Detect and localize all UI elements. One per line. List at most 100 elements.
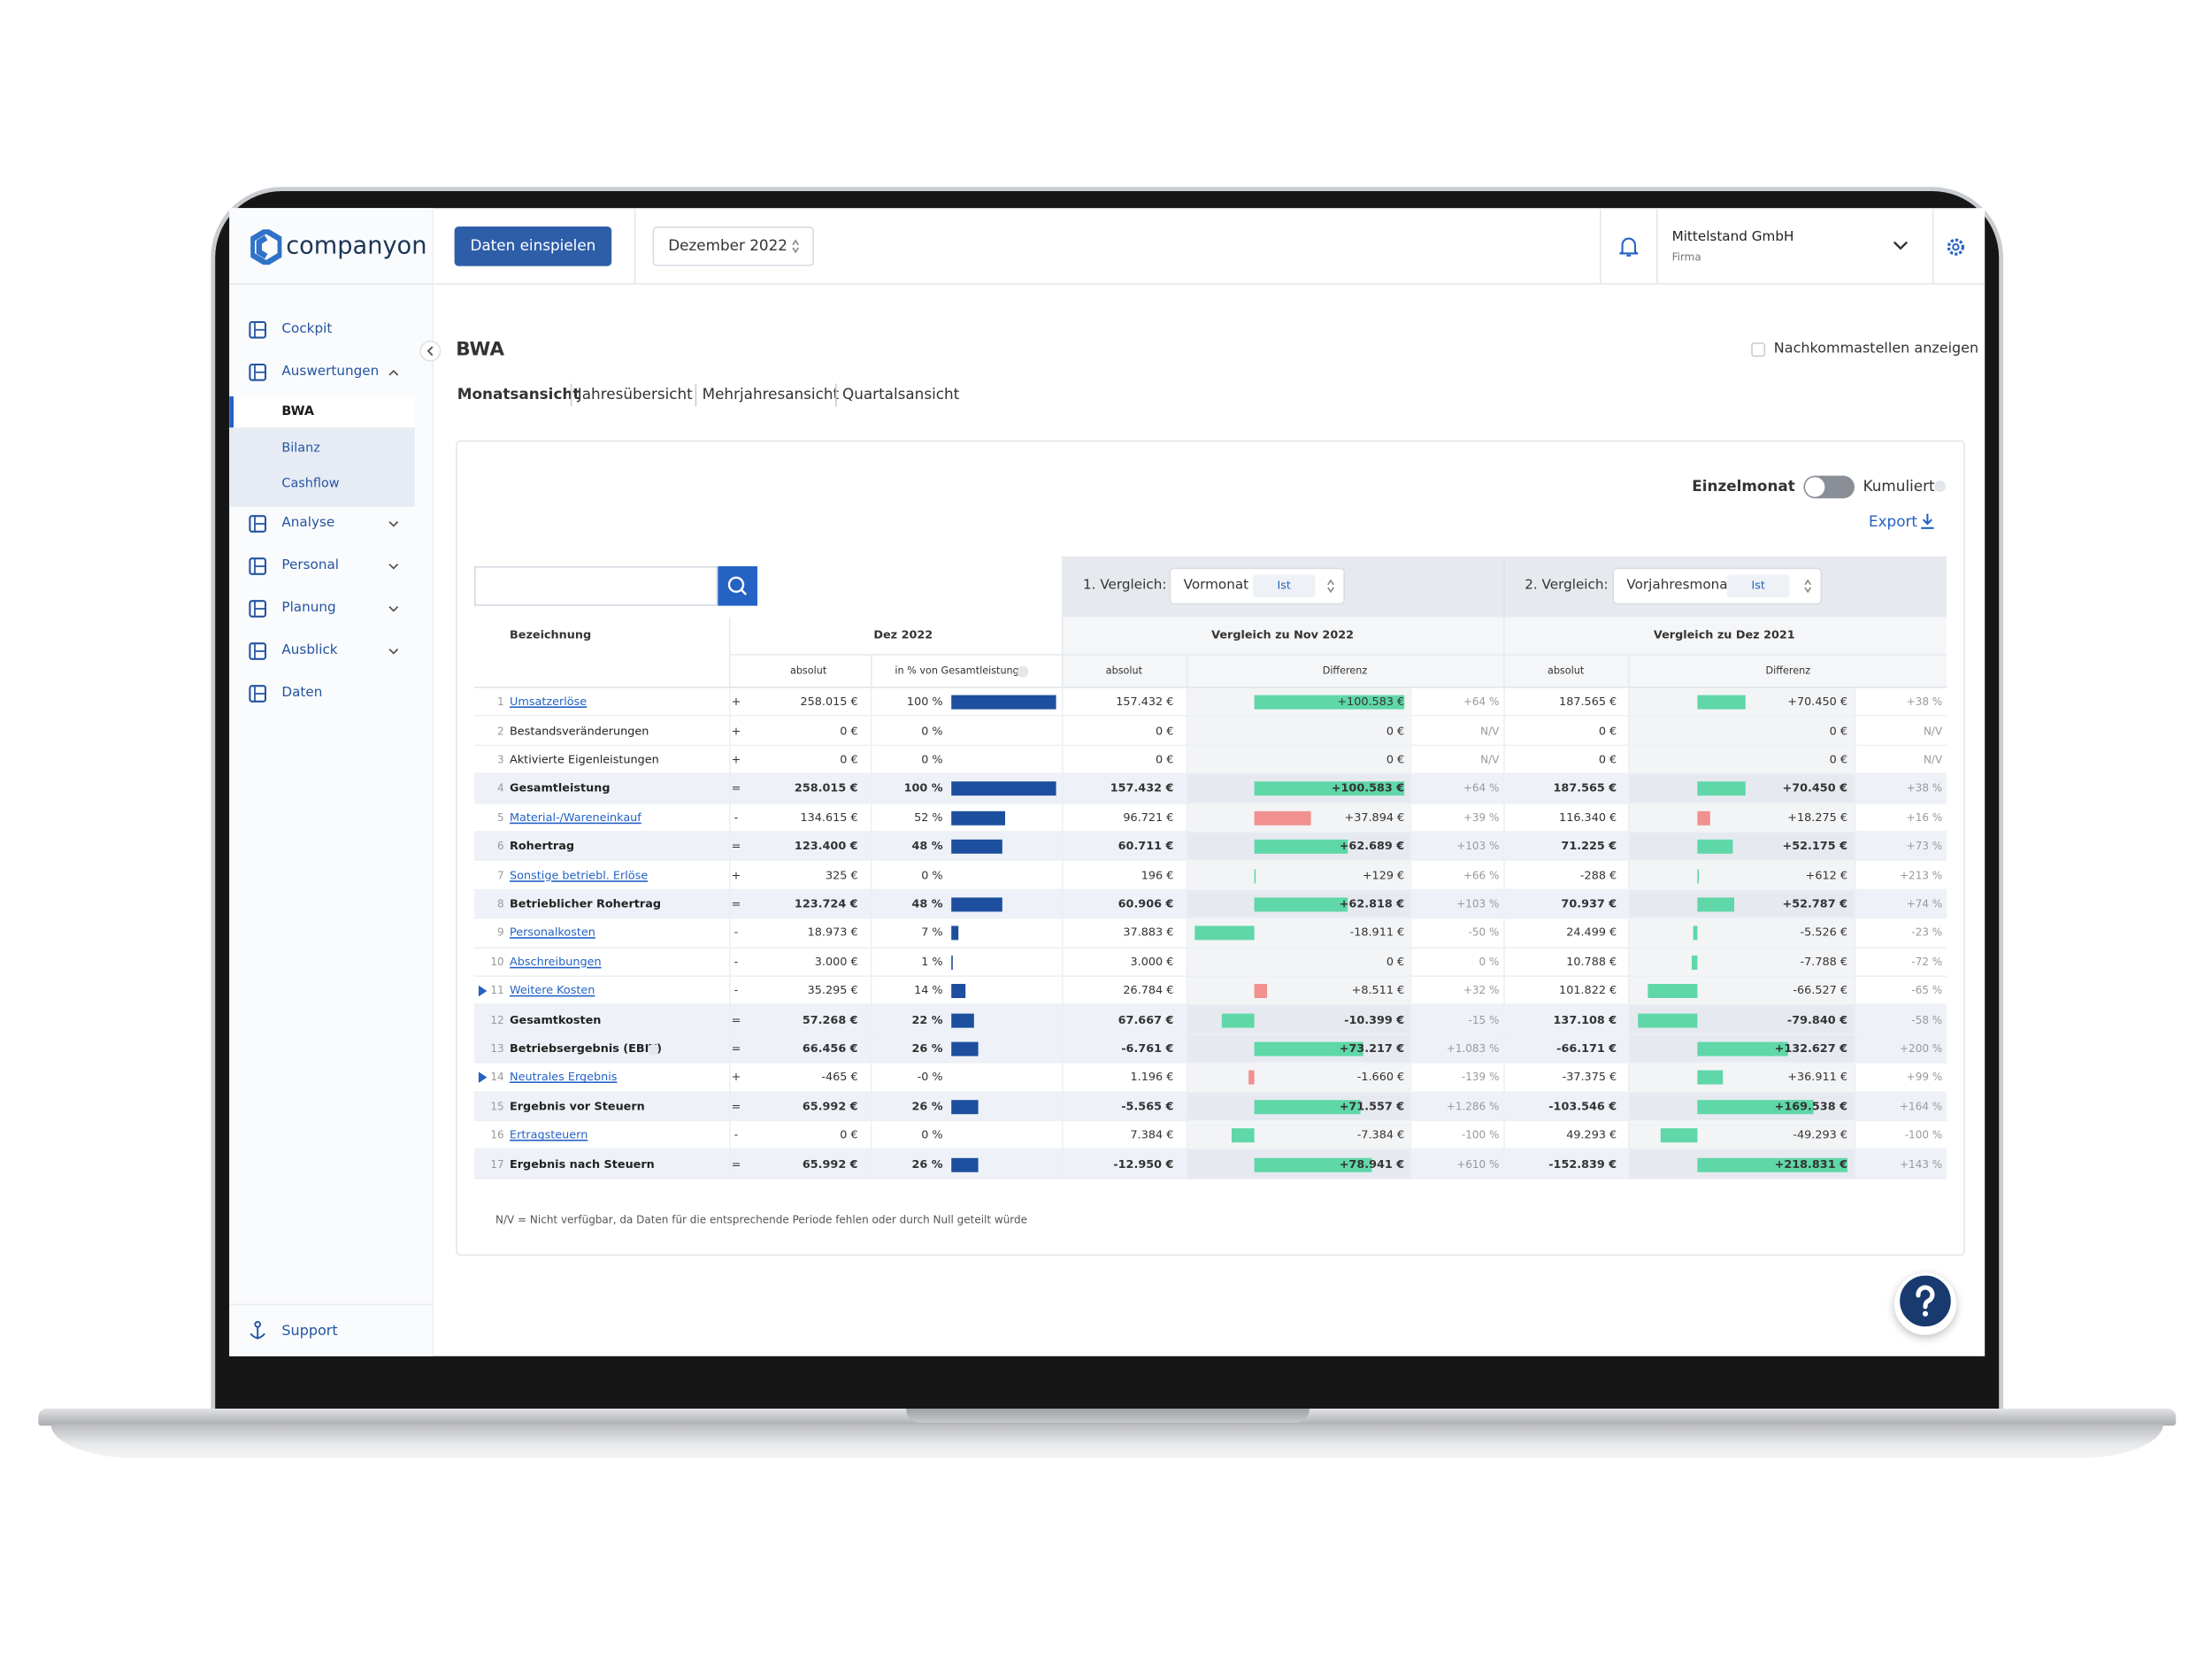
help-mark[interactable] — [1911, 1284, 1939, 1317]
company-dropdown[interactable] — [1893, 241, 1909, 250]
row-label: Gesamtleistung — [510, 781, 611, 795]
cell-pct: N/V — [1480, 753, 1500, 766]
cell-divider — [1409, 1034, 1412, 1064]
select-arrows-svg — [1327, 579, 1334, 594]
chevron — [388, 648, 399, 655]
comparison-label: 2. Vergleich: — [1525, 577, 1609, 594]
row-label[interactable]: Material-/Wareneinkauf — [510, 810, 641, 824]
cell-abs: 101.822 € — [1559, 984, 1617, 997]
search-input[interactable] — [474, 566, 718, 606]
nav-icon-svg — [249, 320, 267, 339]
header-border — [729, 654, 1947, 656]
gear — [1947, 238, 1965, 256]
view-tab[interactable]: Mehrjahresansicht — [702, 386, 840, 403]
diff-bar — [1231, 1128, 1255, 1143]
cell-divider — [1062, 774, 1064, 804]
import-button[interactable] — [454, 227, 612, 266]
row-label[interactable]: Ertragsteuern — [510, 1128, 588, 1141]
nav-item[interactable]: Analyse — [281, 515, 335, 531]
header-divider — [1186, 654, 1188, 688]
cell-divider — [1628, 717, 1630, 746]
cell-pct: N/V — [1923, 724, 1943, 737]
cell-abs: 26.784 € — [1123, 984, 1174, 997]
row-sign: - — [733, 926, 739, 940]
expand-arrow[interactable] — [478, 985, 488, 997]
cell-abs: -288 € — [1579, 868, 1617, 882]
row-label: Betriebsergebnis (EBIT) — [510, 1041, 662, 1055]
row-label[interactable]: Sonstige betriebl. Erlöse — [510, 868, 649, 882]
row-number: 1 — [496, 695, 504, 709]
sub-header: Differenz — [1765, 665, 1811, 677]
cell-pct: +32 % — [1463, 984, 1500, 997]
cell-abs: 37.883 € — [1123, 926, 1174, 940]
cell-divider — [1628, 803, 1630, 833]
cell-abs: 7.384 € — [1130, 1128, 1174, 1141]
row-label[interactable]: Umsatzerlöse — [510, 695, 588, 709]
nav-subitem[interactable]: BWA — [281, 404, 314, 419]
nav-chevron[interactable] — [388, 368, 399, 377]
nav-subitem[interactable]: Cashflow — [281, 477, 340, 492]
nav-item[interactable]: Cockpit — [281, 321, 333, 337]
cell-abs: 157.432 € — [1116, 695, 1174, 709]
row-label[interactable]: Abschreibungen — [510, 955, 602, 969]
expand-arrow[interactable] — [478, 1071, 488, 1084]
expand-arrow-svg — [478, 1071, 488, 1084]
row-number: 10 — [490, 955, 504, 969]
search-button[interactable] — [718, 566, 757, 606]
view-tab[interactable]: Monatsansicht — [457, 386, 580, 403]
cell-diff: -10.399 € — [1344, 1012, 1405, 1026]
cell-abs: 187.565 € — [1553, 781, 1617, 795]
cell-divider — [1503, 1092, 1505, 1122]
nav-chevron[interactable] — [388, 647, 399, 656]
cell-divider — [871, 948, 872, 977]
settings-gear[interactable] — [1945, 236, 1966, 257]
cell-shade — [1628, 832, 1855, 860]
row-label[interactable]: Personalkosten — [510, 926, 595, 940]
cell-diff: -7.384 € — [1356, 1128, 1405, 1141]
view-tab[interactable]: Quartalsansicht — [842, 386, 960, 403]
nav-item[interactable]: Planung — [281, 600, 336, 616]
nav-chevron[interactable] — [388, 604, 399, 613]
sidebar-collapse[interactable] — [419, 340, 442, 363]
select-arrows-svg — [792, 239, 800, 254]
comparison-select[interactable] — [1169, 567, 1345, 605]
notification-bell[interactable] — [1619, 236, 1639, 257]
export-link[interactable]: Export — [1869, 513, 1917, 531]
laptop-notch — [906, 1409, 1310, 1423]
import-button-label: Daten einspielen — [470, 237, 596, 255]
cell-divider — [1503, 832, 1505, 862]
cell-abs: 123.724 € — [794, 897, 858, 910]
nav-item[interactable]: Daten — [281, 685, 323, 701]
info-icon — [647, 1042, 659, 1055]
support-link[interactable]: Support — [281, 1324, 338, 1340]
cell-diff: +218.831 € — [1774, 1157, 1847, 1171]
cell-shade — [1628, 948, 1855, 976]
row-label[interactable]: Neutrales Ergebnis — [510, 1071, 618, 1084]
row-label: Ergebnis nach Steuern — [510, 1157, 655, 1171]
view-tab[interactable]: Jahresübersicht — [577, 386, 693, 403]
nav-item[interactable]: Auswertungen — [281, 364, 380, 380]
share-bar — [951, 810, 1006, 826]
cell-shade — [1186, 717, 1410, 745]
decimals-checkbox[interactable] — [1751, 342, 1766, 357]
nav-item[interactable]: Ausblick — [281, 642, 338, 658]
nav-subitem[interactable]: Bilanz — [281, 441, 320, 456]
cell-share: 100 % — [906, 695, 943, 709]
cell-diff: 0 € — [1386, 753, 1405, 766]
cell-abs: 49.293 € — [1566, 1128, 1617, 1141]
cell-pct: N/V — [1480, 724, 1500, 737]
nav-chevron[interactable] — [388, 562, 399, 571]
cell-abs: 67.667 € — [1118, 1012, 1174, 1026]
period-select[interactable] — [652, 227, 814, 266]
nav-chevron[interactable] — [388, 519, 399, 528]
cell-divider — [1409, 948, 1412, 977]
cell-divider — [1855, 803, 1856, 833]
row-label[interactable]: Weitere Kosten — [510, 984, 595, 997]
cell-divider — [871, 861, 872, 891]
nav-item[interactable]: Personal — [281, 557, 340, 573]
diff-bar — [1697, 897, 1734, 912]
cell-diff: +129 € — [1362, 868, 1405, 882]
sub-header: Differenz — [1322, 665, 1368, 677]
nav-icon-svg — [249, 363, 267, 381]
cell-divider — [1503, 1034, 1505, 1064]
